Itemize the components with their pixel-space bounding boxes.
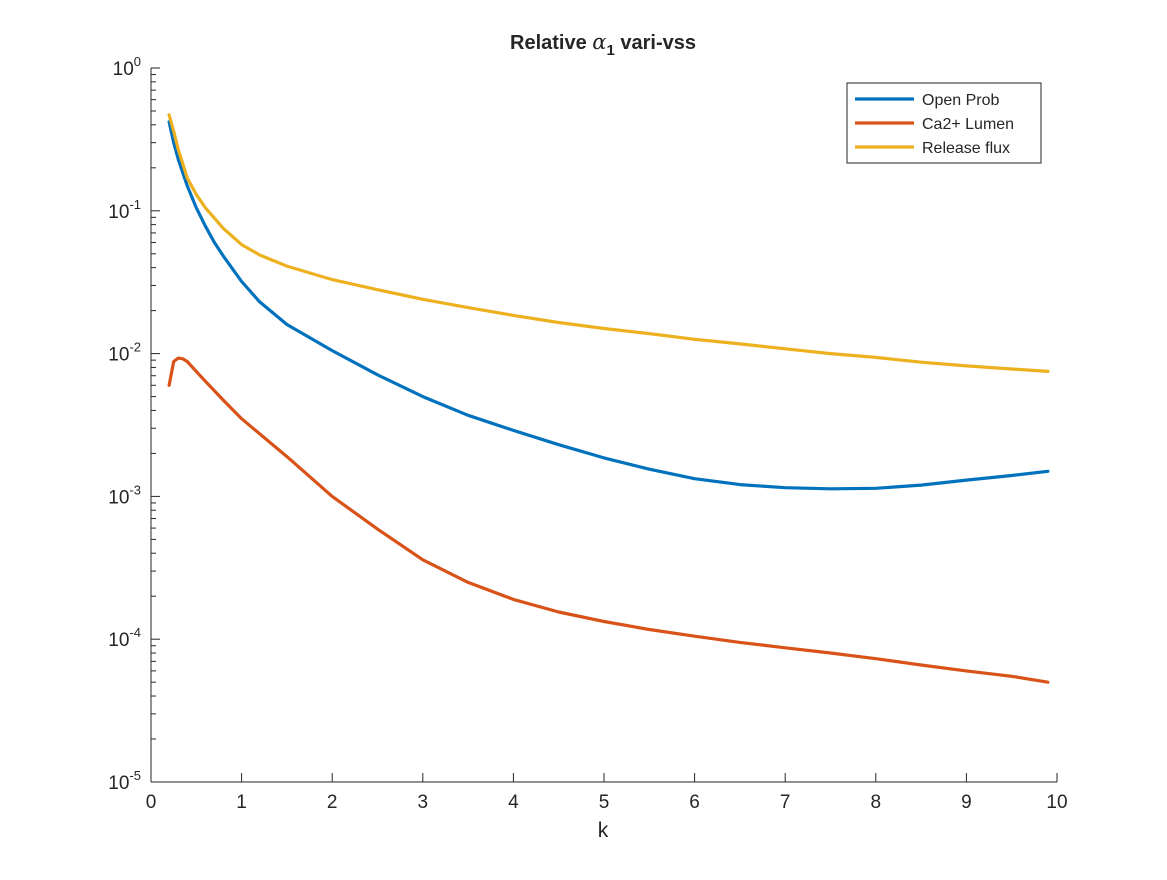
legend-entry-label: Ca2+ Lumen	[922, 116, 1014, 133]
legend[interactable]: Open Prob Ca2+ Lumen Release flux	[846, 82, 1042, 164]
title-symbol: α	[592, 30, 606, 54]
chart-title-text: Relative α1 vari-vss	[510, 30, 696, 59]
series-line-release-flux	[167, 113, 1050, 373]
legend-entry-label: Release flux	[922, 140, 1010, 157]
series-line-open-prob	[167, 120, 1050, 491]
x-tick-label: 10	[1046, 792, 1067, 813]
title-suffix: vari-vss	[615, 32, 696, 54]
title-subscript: 1	[606, 42, 614, 59]
x-tick-label: 6	[689, 792, 700, 813]
x-tick-label: 0	[146, 792, 157, 813]
x-tick-label: 3	[418, 792, 429, 813]
x-tick-label: 1	[236, 792, 247, 813]
x-axis-ticks: 0 1 2 3 4 5 6 7 8 9 10	[146, 773, 1068, 813]
plot-lines	[167, 113, 1050, 684]
series-line-ca2-lumen	[167, 356, 1050, 684]
x-tick-label: 2	[327, 792, 338, 813]
chart-title: Relative α1 vari-vss	[510, 30, 696, 59]
x-axis-label: k	[598, 819, 609, 842]
x-tick-label: 5	[599, 792, 610, 813]
x-tick-label: 8	[871, 792, 882, 813]
x-tick-label: 4	[508, 792, 519, 813]
title-prefix: Relative	[510, 32, 592, 54]
x-tick-label: 9	[961, 792, 972, 813]
x-tick-label: 7	[780, 792, 791, 813]
legend-entry-label: Open Prob	[922, 92, 999, 109]
